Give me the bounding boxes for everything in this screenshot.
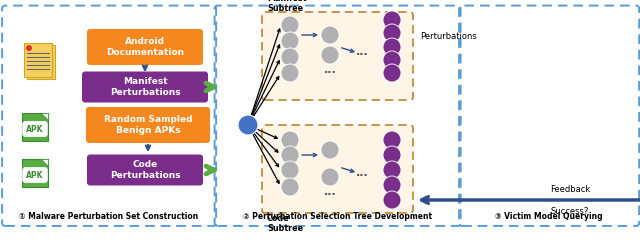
- Circle shape: [321, 26, 339, 44]
- Circle shape: [383, 131, 401, 149]
- Text: Perturbations: Perturbations: [420, 32, 477, 41]
- Circle shape: [281, 178, 299, 196]
- Text: ② Perturbation Selection Tree Development: ② Perturbation Selection Tree Developmen…: [243, 212, 432, 221]
- Circle shape: [383, 51, 401, 69]
- Circle shape: [321, 168, 339, 186]
- FancyBboxPatch shape: [22, 113, 48, 141]
- Text: APK: APK: [26, 171, 44, 180]
- Circle shape: [281, 161, 299, 179]
- FancyBboxPatch shape: [82, 72, 208, 102]
- Polygon shape: [41, 159, 48, 166]
- FancyBboxPatch shape: [22, 159, 48, 187]
- Text: Feedback: Feedback: [550, 185, 590, 194]
- Circle shape: [281, 146, 299, 164]
- Text: ...: ...: [324, 65, 337, 75]
- FancyBboxPatch shape: [87, 155, 203, 185]
- FancyBboxPatch shape: [22, 121, 48, 137]
- Circle shape: [281, 16, 299, 34]
- FancyBboxPatch shape: [22, 167, 48, 183]
- Circle shape: [383, 191, 401, 209]
- Text: ① Malware Perturbation Set Construction: ① Malware Perturbation Set Construction: [19, 212, 199, 221]
- Text: ...: ...: [356, 168, 369, 178]
- Circle shape: [26, 45, 32, 51]
- Circle shape: [383, 11, 401, 29]
- Text: Success?: Success?: [551, 207, 589, 216]
- Circle shape: [321, 141, 339, 159]
- Text: ③ Victim Model Querying: ③ Victim Model Querying: [495, 212, 603, 221]
- Circle shape: [383, 64, 401, 82]
- FancyBboxPatch shape: [27, 45, 55, 79]
- Text: Random Sampled
Benign APKs: Random Sampled Benign APKs: [104, 115, 192, 135]
- Circle shape: [383, 24, 401, 42]
- Polygon shape: [41, 113, 48, 120]
- Circle shape: [383, 146, 401, 164]
- Circle shape: [383, 161, 401, 179]
- FancyBboxPatch shape: [87, 29, 203, 65]
- Circle shape: [383, 38, 401, 56]
- Circle shape: [281, 32, 299, 50]
- FancyBboxPatch shape: [262, 12, 413, 100]
- FancyBboxPatch shape: [262, 125, 413, 213]
- Circle shape: [321, 46, 339, 64]
- Circle shape: [281, 64, 299, 82]
- Text: Code
Subtree: Code Subtree: [267, 214, 303, 233]
- Circle shape: [281, 131, 299, 149]
- Circle shape: [238, 115, 258, 135]
- Text: ...: ...: [324, 187, 337, 197]
- Circle shape: [383, 176, 401, 194]
- Text: Manifest
Perturbations: Manifest Perturbations: [109, 77, 180, 97]
- Text: ...: ...: [356, 47, 369, 57]
- Text: APK: APK: [26, 124, 44, 134]
- Circle shape: [281, 48, 299, 66]
- FancyBboxPatch shape: [24, 43, 52, 77]
- FancyBboxPatch shape: [86, 107, 210, 143]
- Text: Android
Documentation: Android Documentation: [106, 37, 184, 57]
- Text: Code
Perturbations: Code Perturbations: [109, 160, 180, 180]
- Text: Manifest
Subtree: Manifest Subtree: [267, 0, 307, 13]
